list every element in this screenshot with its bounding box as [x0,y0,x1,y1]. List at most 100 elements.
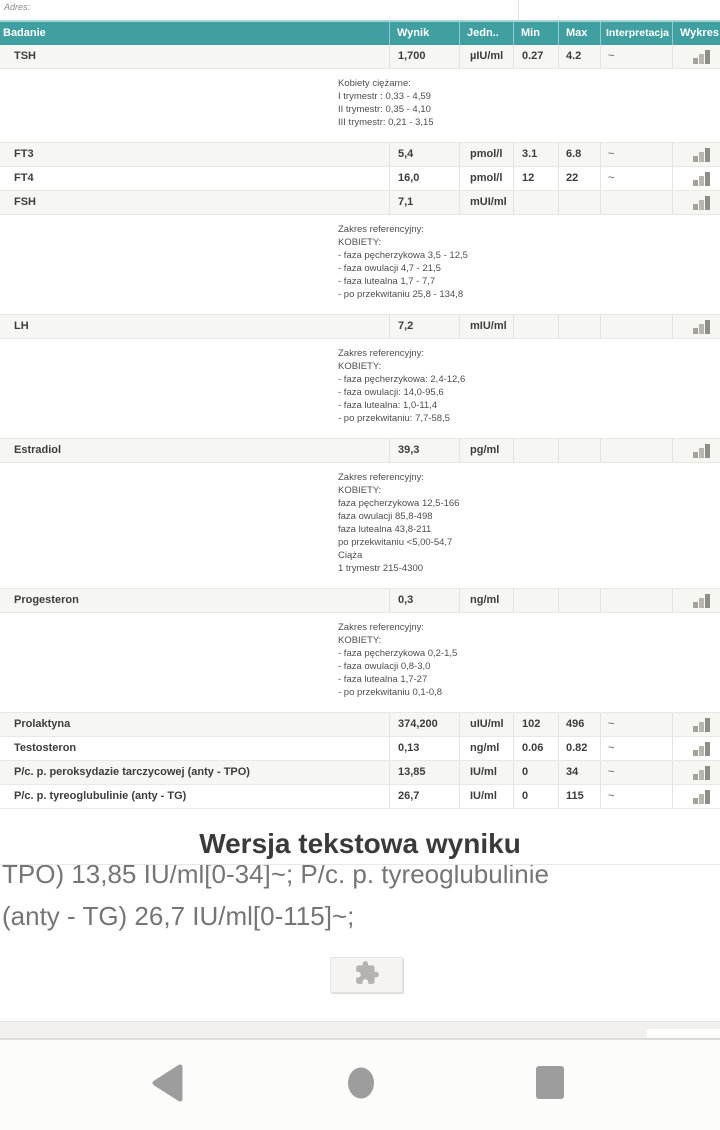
table-row[interactable]: LH 7,2 mIU/ml [0,315,720,339]
interpretation: ~ [601,737,673,760]
back-triangle-icon [149,1063,187,1108]
horizontal-scrollbar[interactable] [0,1021,720,1040]
chart-cell [673,785,720,808]
max-value: 0.82 [559,737,601,760]
unit: pmol/l [460,143,514,166]
chart-cell [673,167,720,190]
max-value: 6.8 [559,143,601,166]
bar-chart-icon[interactable] [692,741,710,756]
test-name: P/c. p. peroksydazie tarczycowej (anty -… [0,761,390,784]
test-name: TSH [0,45,390,68]
unit: IU/ml [460,761,514,784]
interpretation: ~ [601,785,673,808]
unit: ng/ml [460,589,514,612]
min-value: 0 [514,785,559,808]
table-row[interactable]: Estradiol 39,3 pg/ml [0,439,720,463]
result-value: 16,0 [390,167,460,190]
result-value: 0,13 [390,737,460,760]
max-value [559,589,601,612]
header-jedn: Jedn.. [460,22,514,45]
interpretation [601,315,673,338]
table-row[interactable]: FT3 5,4 pmol/l 3.1 6.8 ~ [0,143,720,167]
min-value: 0.06 [514,737,559,760]
home-button[interactable] [337,1062,385,1108]
reference-text: Zakres referencyjny: KOBIETY: faza pęcherz… [338,472,460,574]
result-value: 39,3 [390,439,460,462]
header-wynik: Wynik [390,22,460,45]
bar-chart-icon[interactable] [692,49,710,64]
max-value: 34 [559,761,601,784]
min-value [514,191,559,214]
chart-cell [673,713,720,736]
max-value: 22 [559,167,601,190]
reference-row: Zakres referencyjny: KOBIETY: faza pęcherz… [0,463,720,589]
interpretation [601,191,673,214]
header-interpretacja: Interpretacja [601,22,673,45]
table-row[interactable]: FT4 16,0 pmol/l 12 22 ~ [0,167,720,191]
table-row[interactable]: Prolaktyna 374,200 uIU/ml 102 496 ~ [0,713,720,737]
results-table-body: TSH 1,700 µIU/ml 0.27 4.2 ~ Kobiety ciężarne: I… [0,45,720,809]
back-button[interactable] [144,1062,192,1108]
bar-chart-icon[interactable] [692,319,710,334]
max-value [559,191,601,214]
min-value: 0.27 [514,45,559,68]
reference-text: Zakres referencyjny: KOBIETY: - faza pęche… [338,622,458,698]
reference-text: Kobiety ciężarne: I trymestr : 0,33 - 4,5… [338,78,434,128]
unit: mUI/ml [460,191,514,214]
bar-chart-icon[interactable] [692,443,710,458]
max-value: 115 [559,785,601,808]
test-name: Prolaktyna [0,713,390,736]
min-value [514,315,559,338]
test-name: FSH [0,191,390,214]
unit: uIU/ml [460,713,514,736]
chart-cell [673,439,720,462]
test-name: FT3 [0,143,390,166]
bar-chart-icon[interactable] [692,765,710,780]
text-version-body: TPO) 13,85 IU/ml[0-34]~; P/c. p. tyreogl… [0,864,720,943]
plugin-placeholder-button[interactable] [330,957,403,993]
min-value: 0 [514,761,559,784]
reference-row: Zakres referencyjny: KOBIETY: - faza pęche… [0,215,720,315]
bar-chart-icon[interactable] [692,195,710,210]
interpretation: ~ [601,143,673,166]
result-value: 374,200 [390,713,460,736]
test-name: Testosteron [0,737,390,760]
result-value: 5,4 [390,143,460,166]
max-value: 4.2 [559,45,601,68]
reference-row: Zakres referencyjny: KOBIETY: - faza pęche… [0,339,720,439]
result-value: 0,3 [390,589,460,612]
header-max: Max [559,22,601,45]
table-row[interactable]: TSH 1,700 µIU/ml 0.27 4.2 ~ [0,45,720,69]
bar-chart-icon[interactable] [692,789,710,804]
table-row[interactable]: FSH 7,1 mUI/ml [0,191,720,215]
bar-chart-icon[interactable] [692,717,710,732]
unit: µIU/ml [460,45,514,68]
table-row[interactable]: Progesteron 0,3 ng/ml [0,589,720,613]
scrollbar-thumb[interactable] [647,1029,720,1038]
test-name: Estradiol [0,439,390,462]
table-row[interactable]: P/c. p. tyreoglubulinie (anty - TG) 26,7 I… [0,785,720,809]
test-name: LH [0,315,390,338]
result-value: 7,2 [390,315,460,338]
table-row[interactable]: P/c. p. peroksydazie tarczycowej (anty -… [0,761,720,785]
max-value: 496 [559,713,601,736]
interpretation: ~ [601,45,673,68]
bar-chart-icon[interactable] [692,593,710,608]
table-row[interactable]: Testosteron 0,13 ng/ml 0.06 0.82 ~ [0,737,720,761]
bar-chart-icon[interactable] [692,171,710,186]
interpretation: ~ [601,761,673,784]
unit: ng/ml [460,737,514,760]
chart-cell [673,761,720,784]
bar-chart-icon[interactable] [692,147,710,162]
min-value [514,589,559,612]
unit: mIU/ml [460,315,514,338]
test-name: FT4 [0,167,390,190]
unit: pg/ml [460,439,514,462]
recents-square-icon [535,1065,565,1105]
home-circle-icon [347,1066,375,1105]
recents-button[interactable] [526,1062,574,1108]
result-value: 7,1 [390,191,460,214]
test-name: P/c. p. tyreoglubulinie (anty - TG) [0,785,390,808]
puzzle-icon [354,960,380,991]
